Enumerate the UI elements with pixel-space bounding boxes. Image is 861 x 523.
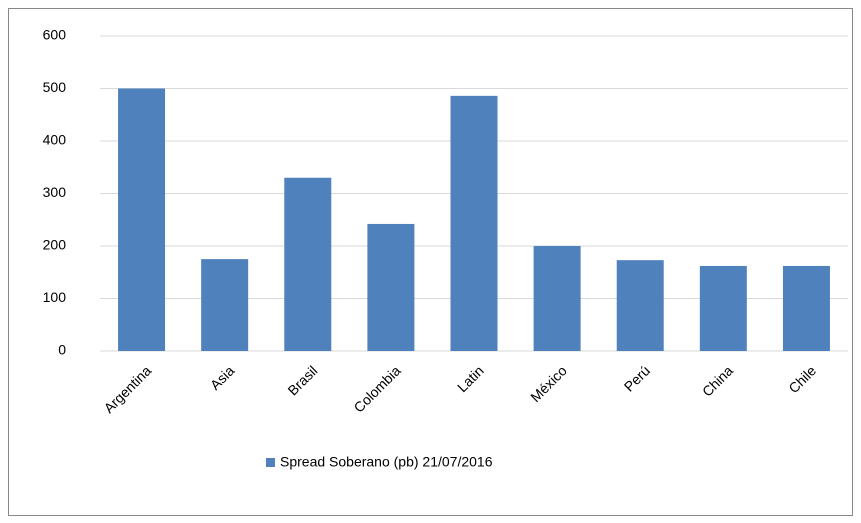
bar (284, 177, 332, 351)
bar (201, 259, 249, 351)
y-tick-label: 0 (58, 342, 66, 358)
bar (782, 265, 830, 351)
bar (533, 246, 581, 351)
bar (450, 95, 498, 351)
bar (367, 223, 415, 351)
y-tick-label: 600 (43, 27, 67, 43)
legend-swatch (266, 458, 275, 467)
y-tick-label: 200 (43, 237, 67, 253)
y-tick-label: 400 (43, 132, 67, 148)
bar (699, 265, 747, 351)
y-tick-label: 300 (43, 184, 67, 200)
legend-label: Spread Soberano (pb) 21/07/2016 (280, 454, 493, 470)
y-tick-label: 100 (43, 289, 67, 305)
y-tick-label: 500 (43, 79, 67, 95)
bar (118, 88, 166, 351)
bar (616, 260, 664, 351)
